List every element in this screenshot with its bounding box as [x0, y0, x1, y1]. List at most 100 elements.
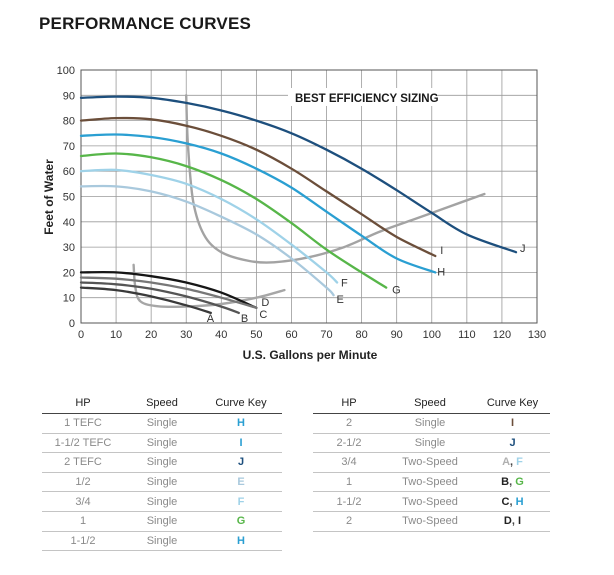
efficiency-bands	[132, 94, 486, 309]
hp-cell: 1	[42, 511, 124, 532]
hp-cell: 2 TEFC	[42, 452, 124, 473]
header-curve-key: Curve Key	[200, 393, 282, 414]
curve-key-letter: F	[516, 456, 523, 469]
series-line-f	[79, 168, 339, 284]
curve-key-letter: C	[501, 495, 510, 508]
x-tick-label: 40	[215, 329, 227, 341]
y-tick-label: 50	[63, 192, 75, 204]
speed-cell: Single	[124, 452, 200, 473]
table-row: 3/4 Two-Speed A, F	[313, 452, 550, 473]
curve-key-letter: G	[236, 515, 246, 528]
x-tick-label: 10	[110, 329, 122, 341]
y-tick-label: 30	[63, 242, 75, 254]
y-tick-label: 90	[63, 90, 75, 102]
y-tick-label: 60	[63, 166, 75, 178]
series-line-j	[79, 95, 518, 254]
x-tick-label: 100	[423, 329, 441, 341]
chart-axes: 0 10 20 30 40 50 60 70 80 90 100 110 120 130 0 10 20 30 40…	[57, 65, 547, 341]
speed-cell: Single	[124, 433, 200, 454]
table-row: 2 TEFC Single J	[42, 452, 282, 473]
x-tick-label: 80	[355, 329, 367, 341]
table-row: 3/4 Single F	[42, 491, 282, 512]
curve-key-cell: I	[475, 413, 550, 434]
hp-cell: 1	[313, 472, 385, 493]
hp-table-right: HP Speed Curve Key 2 Single I 2-1/2 Single J 3…	[313, 393, 550, 532]
hp-cell: 2	[313, 511, 385, 532]
curve-key-cell: F	[200, 491, 282, 512]
table-row: 2 Two-Speed D, I	[313, 511, 550, 532]
speed-cell: Single	[124, 413, 200, 434]
series-label-h: H	[437, 266, 445, 278]
curve-key-letter: I	[518, 515, 522, 528]
table-row: 2 Single I	[313, 413, 550, 434]
y-tick-label: 100	[57, 65, 75, 77]
speed-cell: Single	[124, 472, 200, 493]
hp-cell: 1/2	[42, 472, 124, 493]
curve-key-letter: J	[509, 436, 516, 449]
page-title: PERFORMANCE CURVES	[39, 14, 252, 33]
curve-key-cell: J	[200, 452, 282, 473]
y-tick-label: 10	[63, 293, 75, 305]
curve-key-separator: ,	[510, 456, 517, 469]
curve-key-letter: E	[237, 476, 245, 489]
series-line-b	[79, 281, 240, 315]
curve-key-cell: A, F	[475, 452, 550, 473]
curve-key-separator: ,	[511, 515, 518, 528]
speed-cell: Two-Speed	[385, 491, 475, 512]
curve-key-separator: ,	[509, 476, 516, 489]
speed-cell: Single	[124, 531, 200, 552]
table-row: 1 Single G	[42, 511, 282, 532]
series-line-e	[79, 184, 335, 297]
x-tick-label: 130	[528, 329, 546, 341]
curve-key-letter: H	[515, 495, 524, 508]
annotation-text: BEST EFFICIENCY SIZING	[295, 93, 439, 105]
x-tick-label: 0	[78, 329, 84, 341]
series-label-g: G	[392, 285, 401, 297]
table-row: 2-1/2 Single J	[313, 433, 550, 454]
curve-key-cell: H	[200, 531, 282, 552]
curve-key-cell: B, G	[475, 472, 550, 493]
speed-cell: Single	[124, 491, 200, 512]
header-speed: Speed	[124, 393, 200, 414]
y-axis-label: Feet of Water	[42, 159, 56, 235]
header-hp: HP	[313, 393, 385, 414]
hp-cell: 2-1/2	[313, 433, 385, 454]
series-label-a: A	[207, 313, 215, 325]
table-row: 1-1/2 TEFC Single I	[42, 433, 282, 454]
curve-key-letter: H	[237, 417, 245, 430]
curve-key-separator: ,	[509, 495, 516, 508]
x-tick-label: 60	[285, 329, 297, 341]
series-line-d	[79, 276, 258, 309]
speed-cell: Two-Speed	[385, 452, 475, 473]
plot-frame	[80, 69, 538, 324]
series-label-f: F	[341, 278, 348, 290]
series-label-b: B	[241, 313, 248, 325]
header-curve-key: Curve Key	[475, 393, 550, 414]
series-label-i: I	[440, 245, 443, 257]
table-row: 1 TEFC Single H	[42, 413, 282, 434]
table-header-row: HP Speed Curve Key	[313, 393, 550, 414]
header-hp: HP	[42, 393, 124, 414]
x-tick-label: 50	[250, 329, 262, 341]
y-tick-label: 20	[63, 267, 75, 279]
table-row: 1 Two-Speed B, G	[313, 472, 550, 493]
curve-key-letter: I	[239, 436, 243, 449]
curve-key-letter: A	[502, 456, 511, 469]
series-line-g	[79, 152, 388, 289]
table-row: 1-1/2 Single H	[42, 531, 282, 552]
curve-key-cell: E	[200, 472, 282, 493]
y-tick-label: 0	[69, 318, 75, 330]
x-axis-label: U.S. Gallons per Minute	[243, 348, 378, 362]
hp-table-left: HP Speed Curve Key 1 TEFC Single H 1-1/2 TE…	[42, 393, 282, 552]
hp-cell: 1-1/2 TEFC	[42, 433, 124, 454]
table-row: 1-1/2 Two-Speed C, H	[313, 491, 550, 512]
speed-cell: Two-Speed	[385, 511, 475, 532]
hp-cell: 1-1/2	[42, 531, 124, 552]
y-tick-label: 80	[63, 116, 75, 128]
speed-cell: Single	[124, 511, 200, 532]
speed-cell: Two-Speed	[385, 472, 475, 493]
x-tick-label: 90	[391, 329, 403, 341]
curve-key-letter: I	[510, 417, 515, 430]
x-tick-label: 70	[320, 329, 332, 341]
series-label-d: D	[261, 297, 269, 309]
